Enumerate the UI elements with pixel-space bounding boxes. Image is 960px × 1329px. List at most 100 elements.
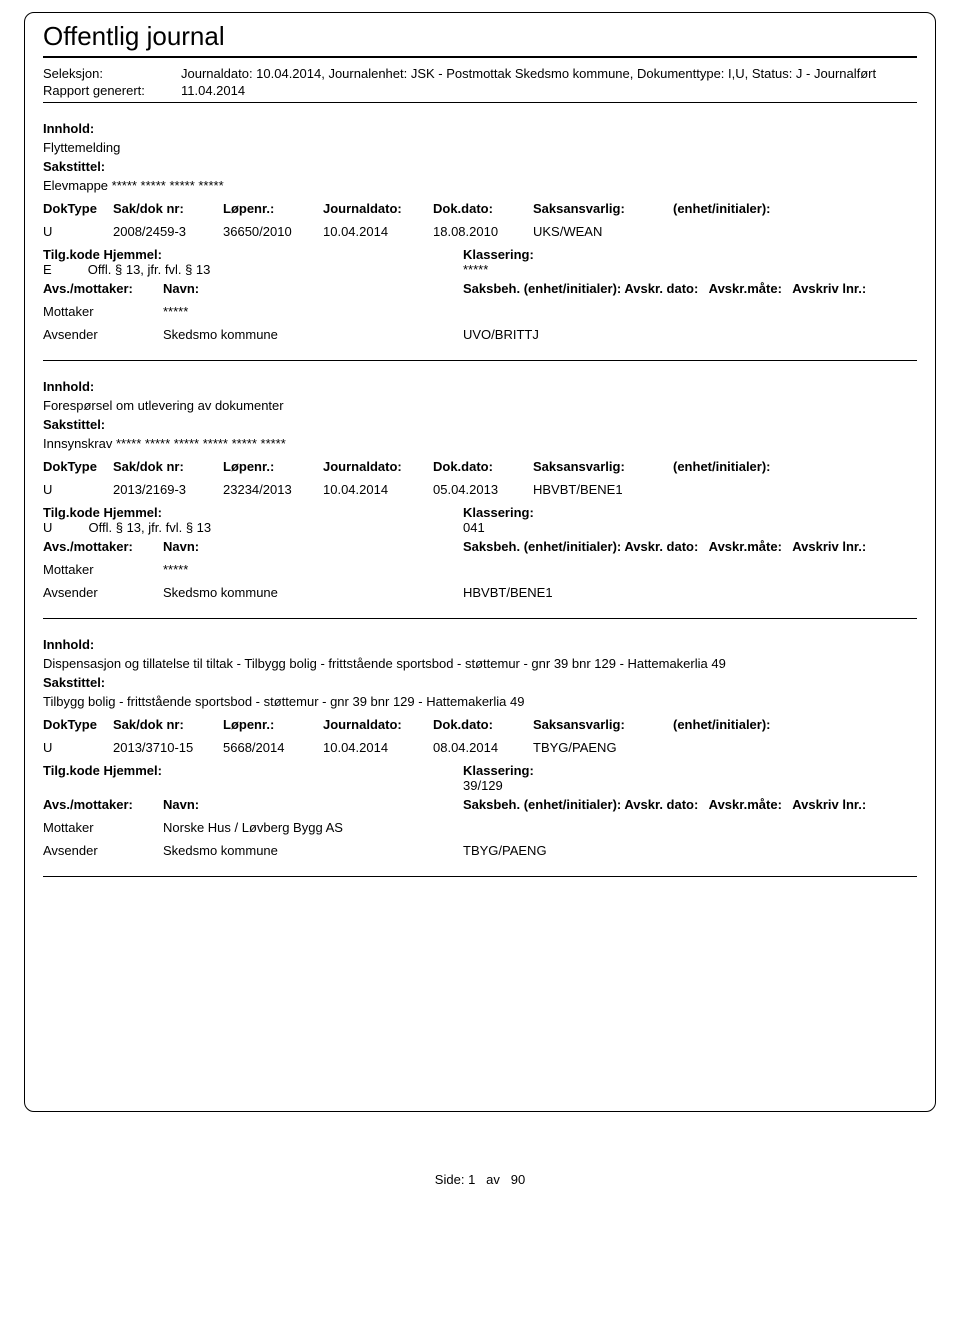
journal-entry: Innhold: Dispensasjon og tillatelse til …: [43, 637, 917, 858]
saksbeh-label: Saksbeh.: [463, 539, 520, 554]
klassering-value: 041: [463, 520, 485, 535]
mottaker-navn: *****: [163, 562, 463, 577]
saksansvarlig-label: Saksansvarlig:: [533, 717, 673, 732]
enhet-value: [673, 740, 813, 755]
hjemmel-label: Hjemmel:: [103, 247, 162, 262]
sakdok-value: 2013/3710-15: [113, 740, 223, 755]
avskr-mate-label: Avskr.måte:: [709, 281, 782, 296]
avsender-saksbeh: HBVBT/BENE1: [463, 585, 917, 600]
saksansvarlig-value: HBVBT/BENE1: [533, 482, 673, 497]
sakdok-label: Sak/dok nr:: [113, 459, 223, 474]
tilg-row: Tilg.kode Hjemmel: Klassering: 39/129: [43, 763, 917, 793]
lopenr-value: 23234/2013: [223, 482, 323, 497]
sakstittel-value: Elevmappe ***** ***** ***** *****: [43, 178, 917, 193]
avsender-row: Avsender Skedsmo kommune UVO/BRITTJ: [43, 327, 917, 342]
enhet-label: (enhet/initialer):: [673, 717, 813, 732]
lopenr-label: Løpenr.:: [223, 201, 323, 216]
fields-values: U 2013/3710-15 5668/2014 10.04.2014 08.0…: [43, 740, 917, 755]
mottaker-row: Mottaker *****: [43, 304, 917, 319]
journal-frame: Offentlig journal Seleksjon: Journaldato…: [24, 12, 936, 1112]
mottaker-saksbeh: [463, 562, 917, 577]
avsmottaker-label: Avs./mottaker:: [43, 797, 163, 812]
avskriv-lnr-label: Avskriv lnr.:: [792, 539, 866, 554]
mottaker-label: Mottaker: [43, 820, 163, 835]
rapport-value: 11.04.2014: [181, 83, 917, 98]
entry-divider: [43, 618, 917, 619]
av-label: av: [486, 1172, 500, 1187]
avsender-label: Avsender: [43, 843, 163, 858]
entry-divider: [43, 876, 917, 877]
innhold-label: Innhold:: [43, 637, 917, 652]
doktype-label: DokType: [43, 459, 113, 474]
avsmottaker-header: Avs./mottaker: Navn: Saksbeh. (enhet/ini…: [43, 539, 917, 554]
avsender-navn: Skedsmo kommune: [163, 585, 463, 600]
mottaker-saksbeh: [463, 304, 917, 319]
mottaker-saksbeh: [463, 820, 917, 835]
journal-entry: Innhold: Flyttemelding Sakstittel: Elevm…: [43, 121, 917, 342]
title-divider: [43, 56, 917, 58]
journaldato-value: 10.04.2014: [323, 740, 433, 755]
sakstittel-label: Sakstittel:: [43, 675, 917, 690]
innhold-label: Innhold:: [43, 379, 917, 394]
enhet-label: (enhet/initialer):: [673, 201, 813, 216]
avsmottaker-label: Avs./mottaker:: [43, 281, 163, 296]
sakstittel-label: Sakstittel:: [43, 159, 917, 174]
doktype-value: U: [43, 224, 113, 239]
avskr-dato-label: Avskr. dato:: [624, 281, 698, 296]
enhet-value: [673, 482, 813, 497]
journaldato-value: 10.04.2014: [323, 224, 433, 239]
innhold-value: Flyttemelding: [43, 140, 917, 155]
enhet-value: [673, 224, 813, 239]
journaldato-label: Journaldato:: [323, 201, 433, 216]
avskriv-lnr-label: Avskriv lnr.:: [792, 797, 866, 812]
fields-values: U 2008/2459-3 36650/2010 10.04.2014 18.0…: [43, 224, 917, 239]
mottaker-label: Mottaker: [43, 304, 163, 319]
mottaker-row: Mottaker Norske Hus / Løvberg Bygg AS: [43, 820, 917, 835]
avsmottaker-label: Avs./mottaker:: [43, 539, 163, 554]
klassering-label: Klassering:: [463, 505, 534, 520]
saksansvarlig-value: TBYG/PAENG: [533, 740, 673, 755]
mottaker-row: Mottaker *****: [43, 562, 917, 577]
lopenr-label: Løpenr.:: [223, 717, 323, 732]
avskriv-lnr-label: Avskriv lnr.:: [792, 281, 866, 296]
seleksjon-row: Seleksjon: Journaldato: 10.04.2014, Jour…: [43, 66, 917, 81]
avsmottaker-header: Avs./mottaker: Navn: Saksbeh. (enhet/ini…: [43, 797, 917, 812]
innhold-value: Dispensasjon og tillatelse til tiltak - …: [43, 656, 917, 671]
avskr-mate-label: Avskr.måte:: [709, 797, 782, 812]
fields-header: DokType Sak/dok nr: Løpenr.: Journaldato…: [43, 459, 917, 474]
saksbeh-label: Saksbeh.: [463, 797, 520, 812]
avskr-dato-label: Avskr. dato:: [624, 797, 698, 812]
tilgkode-label: Tilg.kode: [43, 505, 100, 520]
sakdok-value: 2013/2169-3: [113, 482, 223, 497]
saksansvarlig-label: Saksansvarlig:: [533, 459, 673, 474]
journal-entry: Innhold: Forespørsel om utlevering av do…: [43, 379, 917, 600]
hjemmel-value: Offl. § 13, jfr. fvl. § 13: [89, 520, 212, 535]
tilgkode-label: Tilg.kode: [43, 763, 100, 778]
innhold-label: Innhold:: [43, 121, 917, 136]
innhold-value: Forespørsel om utlevering av dokumenter: [43, 398, 917, 413]
fields-header: DokType Sak/dok nr: Løpenr.: Journaldato…: [43, 717, 917, 732]
entry-divider: [43, 360, 917, 361]
mottaker-navn: Norske Hus / Løvberg Bygg AS: [163, 820, 463, 835]
avsender-navn: Skedsmo kommune: [163, 327, 463, 342]
enhet-label: (enhet/initialer):: [673, 459, 813, 474]
navn-label: Navn:: [163, 797, 463, 812]
rapport-row: Rapport generert: 11.04.2014: [43, 83, 917, 98]
hjemmel-label: Hjemmel:: [103, 763, 162, 778]
lopenr-value: 5668/2014: [223, 740, 323, 755]
doktype-label: DokType: [43, 201, 113, 216]
lopenr-value: 36650/2010: [223, 224, 323, 239]
header-divider: [43, 102, 917, 103]
page-title: Offentlig journal: [43, 21, 917, 52]
sakdok-label: Sak/dok nr:: [113, 717, 223, 732]
klassering-value: *****: [463, 262, 488, 277]
page-footer: Side: 1 av 90: [24, 1172, 936, 1187]
mottaker-label: Mottaker: [43, 562, 163, 577]
dokdato-label: Dok.dato:: [433, 459, 533, 474]
dokdato-value: 18.08.2010: [433, 224, 533, 239]
navn-label: Navn:: [163, 281, 463, 296]
doktype-label: DokType: [43, 717, 113, 732]
avsender-navn: Skedsmo kommune: [163, 843, 463, 858]
dokdato-label: Dok.dato:: [433, 717, 533, 732]
tilg-row: Tilg.kode Hjemmel: U Offl. § 13, jfr. fv…: [43, 505, 917, 535]
